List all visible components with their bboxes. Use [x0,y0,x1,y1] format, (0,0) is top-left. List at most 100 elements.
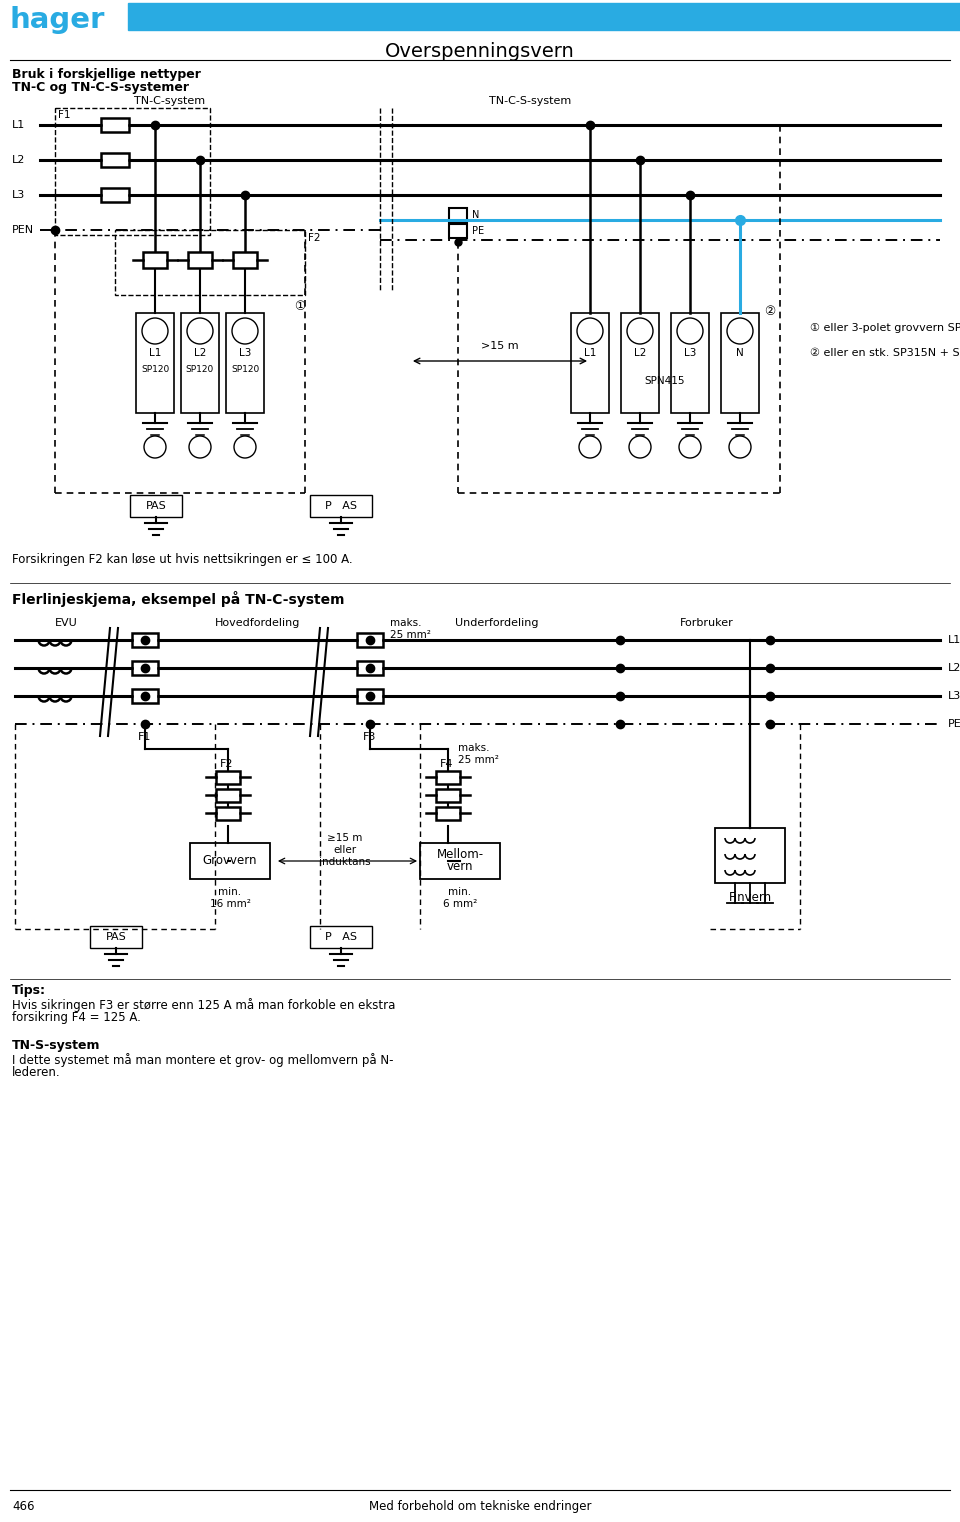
Text: L1: L1 [149,349,161,358]
Text: induktans: induktans [319,857,371,868]
Bar [436,788,460,802]
Bar [357,633,383,647]
Text: F3: F3 [363,732,376,743]
Bar [436,770,460,784]
Circle shape [729,435,751,458]
Text: ② eller en stk. SP315N + SP115N: ② eller en stk. SP315N + SP115N [810,349,960,358]
Text: Grovvern: Grovvern [203,854,257,868]
Bar [136,314,174,412]
Text: Hovedfordeling: Hovedfordeling [215,618,300,629]
Bar [310,925,372,948]
Text: forsikring F4 = 125 A.: forsikring F4 = 125 A. [12,1011,141,1024]
Text: ①: ① [295,300,305,314]
Text: lederen.: lederen. [12,1065,60,1079]
Bar [143,253,167,268]
Text: N: N [472,210,479,221]
Circle shape [187,318,213,344]
Text: N: N [736,349,744,358]
Text: SP120: SP120 [230,365,259,374]
Bar [216,770,240,784]
Text: PE: PE [472,225,484,236]
Circle shape [142,318,168,344]
Bar [190,843,270,880]
Text: Forbruker: Forbruker [680,618,733,629]
Circle shape [577,318,603,344]
Bar [216,807,240,819]
Text: ②: ② [764,304,776,318]
Text: L1: L1 [584,349,596,358]
Circle shape [579,435,601,458]
Text: L3: L3 [12,190,25,199]
Bar [715,828,785,883]
Bar [621,314,659,412]
Text: >15 m: >15 m [481,341,518,352]
Text: min.: min. [219,887,242,896]
Bar [357,661,383,674]
Bar [188,253,212,268]
Bar [130,495,182,517]
Text: Forsikringen F2 kan løse ut hvis nettsikringen er ≤ 100 A.: Forsikringen F2 kan løse ut hvis nettsik… [12,552,352,566]
Text: I dette systemet må man montere et grov- og mellomvern på N-: I dette systemet må man montere et grov-… [12,1053,394,1067]
Bar [216,788,240,802]
Bar [671,314,709,412]
Text: Flerlinjeskjema, eksempel på TN-C-system: Flerlinjeskjema, eksempel på TN-C-system [12,591,345,607]
Text: F1: F1 [138,732,152,743]
Text: Underfordeling: Underfordeling [455,618,539,629]
Bar [449,224,467,237]
Bar [128,3,960,30]
Text: Finvern: Finvern [729,890,772,904]
Text: L2: L2 [194,349,206,358]
Bar [101,119,129,132]
Text: min.: min. [448,887,471,896]
Circle shape [629,435,651,458]
Text: Med forbehold om tekniske endringer: Med forbehold om tekniske endringer [369,1501,591,1513]
Text: TN-C og TN-C-S-systemer: TN-C og TN-C-S-systemer [12,81,189,94]
Text: TN-C-S-system: TN-C-S-system [489,96,571,107]
Text: ≥15 m: ≥15 m [327,833,363,843]
Text: Tips:: Tips: [12,985,46,997]
Bar [357,689,383,703]
Text: eller: eller [333,845,356,855]
Bar [132,661,158,674]
Bar [233,253,257,268]
Bar [101,189,129,202]
Bar [449,209,467,222]
Circle shape [234,435,256,458]
Text: PEN: PEN [948,718,960,729]
Bar [310,495,372,517]
Text: L3: L3 [948,691,960,702]
Text: 466: 466 [12,1501,35,1513]
Text: maks.: maks. [458,743,490,753]
Text: ① eller 3-polet grovvern SP320: ① eller 3-polet grovvern SP320 [810,323,960,333]
Text: P   AS: P AS [325,931,357,942]
Bar [181,314,219,412]
Circle shape [144,435,166,458]
Circle shape [727,318,753,344]
Text: P   AS: P AS [325,501,357,511]
Text: PEN: PEN [12,225,35,234]
Text: L2: L2 [634,349,646,358]
Text: SP120: SP120 [141,365,169,374]
Text: Hvis sikringen F3 er større enn 125 A må man forkoble en ekstra: Hvis sikringen F3 er større enn 125 A må… [12,998,396,1012]
Bar [420,843,500,880]
Text: 16 mm²: 16 mm² [209,900,251,909]
Text: vern: vern [446,860,473,874]
Text: SP120: SP120 [186,365,214,374]
Circle shape [679,435,701,458]
Bar [132,689,158,703]
Text: SPN415: SPN415 [645,376,685,387]
Text: TN-S-system: TN-S-system [12,1040,101,1052]
Text: PAS: PAS [106,931,127,942]
Bar [436,807,460,819]
Text: F1: F1 [58,110,70,120]
Text: L1: L1 [12,120,25,129]
Text: F4: F4 [440,759,453,769]
Bar [132,633,158,647]
Bar [90,925,142,948]
Text: L2: L2 [948,664,960,673]
Text: L3: L3 [239,349,252,358]
Text: L2: L2 [12,155,25,164]
Text: L1: L1 [948,635,960,645]
Text: F2: F2 [220,759,233,769]
Text: Mellom-: Mellom- [437,848,484,861]
